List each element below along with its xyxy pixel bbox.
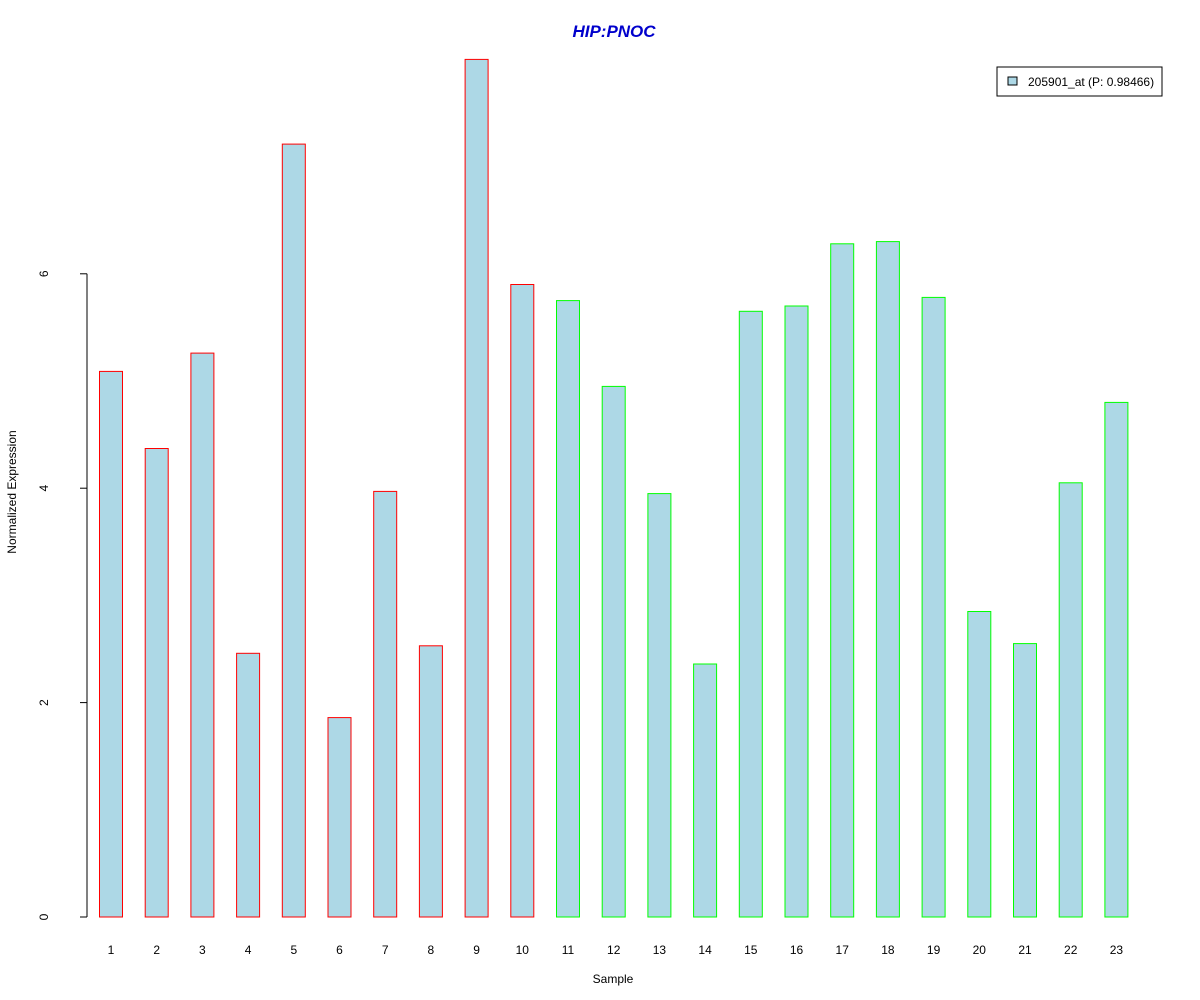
- bar-sample-7: [373, 490, 398, 918]
- bar-sample-2: [144, 448, 169, 918]
- bars-group: [99, 58, 1129, 918]
- x-tick-label: 1: [108, 943, 115, 957]
- x-tick-label: 6: [336, 943, 343, 957]
- bar-sample-17: [830, 243, 855, 918]
- x-tick-label: 20: [973, 943, 987, 957]
- bar-sample-9: [464, 58, 489, 918]
- bar-sample-5: [281, 143, 306, 918]
- legend-label: 205901_at (P: 0.98466): [1028, 75, 1154, 89]
- y-axis: 0 2 4 6: [37, 270, 88, 920]
- legend: 205901_at (P: 0.98466): [996, 66, 1163, 97]
- x-tick-label: 12: [607, 943, 621, 957]
- x-tick-label: 10: [516, 943, 530, 957]
- x-tick-label: 2: [153, 943, 160, 957]
- x-tick-label: 19: [927, 943, 941, 957]
- y-tick-label: 2: [37, 699, 51, 706]
- bar-sample-8: [418, 645, 443, 918]
- x-axis-label: Sample: [593, 972, 634, 986]
- bar-sample-10: [510, 284, 535, 918]
- bar-sample-13: [647, 493, 672, 918]
- bar-sample-15: [738, 310, 763, 918]
- bar-sample-23: [1104, 401, 1129, 918]
- y-tick-label: 6: [37, 270, 51, 277]
- x-tick-label: 16: [790, 943, 804, 957]
- x-tick-label: 15: [744, 943, 758, 957]
- bar-sample-19: [921, 296, 946, 918]
- y-tick-label: 4: [37, 485, 51, 492]
- x-tick-label: 14: [698, 943, 712, 957]
- x-tick-labels: 1 2 3 4 5 6 7 8 9 10 11 12 13 14 15 16 17 18 19 20 21 22 23: [108, 943, 1124, 957]
- x-tick-label: 23: [1110, 943, 1124, 957]
- bar-sample-22: [1058, 482, 1083, 918]
- bar-sample-18: [875, 241, 900, 918]
- x-tick-label: 4: [245, 943, 252, 957]
- bar-sample-6: [327, 717, 352, 918]
- y-tick-label: 0: [37, 913, 51, 920]
- bar-sample-11: [556, 300, 580, 918]
- x-tick-label: 11: [562, 943, 575, 957]
- bar-sample-14: [693, 663, 718, 918]
- bar-sample-21: [1013, 643, 1037, 918]
- bar-sample-4: [236, 652, 261, 918]
- x-tick-label: 9: [473, 943, 480, 957]
- bar-sample-3: [190, 352, 215, 918]
- bar-sample-1: [99, 370, 123, 918]
- x-tick-label: 13: [653, 943, 667, 957]
- x-tick-label: 22: [1064, 943, 1078, 957]
- x-tick-label: 5: [290, 943, 297, 957]
- x-tick-label: 21: [1018, 943, 1032, 957]
- legend-box: [996, 66, 1163, 97]
- bar-sample-16: [784, 305, 809, 918]
- chart-title: HIP:PNOC: [572, 22, 656, 41]
- x-tick-label: 7: [382, 943, 389, 957]
- x-tick-label: 3: [199, 943, 206, 957]
- legend-swatch: [1007, 76, 1018, 86]
- bar-sample-12: [601, 385, 626, 918]
- x-tick-label: 18: [881, 943, 895, 957]
- x-tick-label: 17: [836, 943, 850, 957]
- bar-sample-20: [967, 611, 992, 918]
- y-axis-label: Normalized Expression: [5, 430, 19, 553]
- x-tick-label: 8: [428, 943, 435, 957]
